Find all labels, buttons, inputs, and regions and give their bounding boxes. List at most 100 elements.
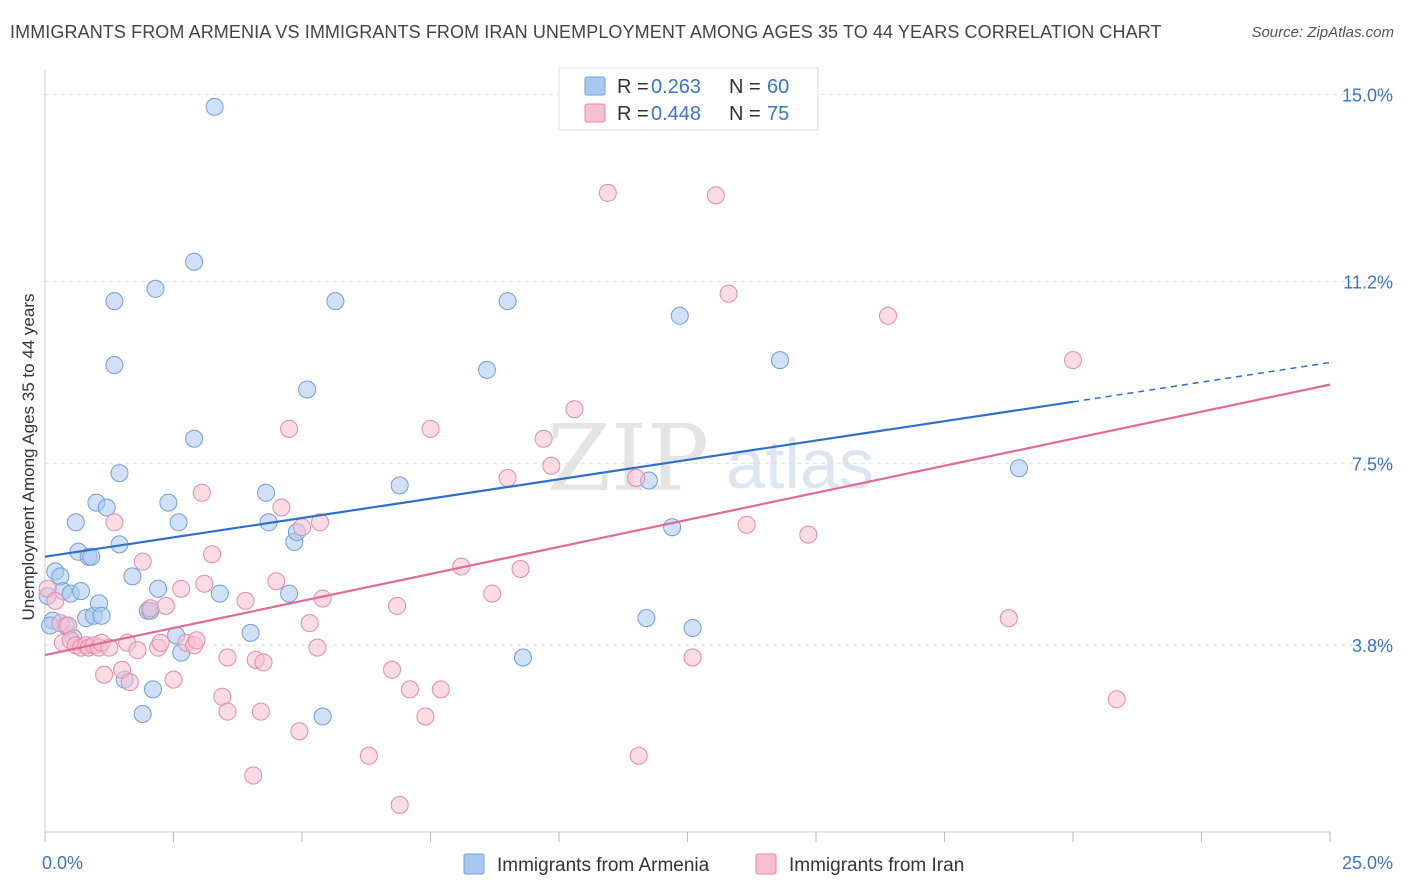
point-iran (498, 469, 517, 487)
point-iran (203, 545, 222, 564)
point-armenia (313, 707, 332, 726)
point-iran (156, 596, 175, 615)
point-armenia (105, 292, 124, 311)
point-armenia (326, 292, 345, 311)
point-iran (133, 552, 152, 571)
point-iran (192, 483, 211, 502)
legend-r-value-iran: 0.448 (651, 103, 701, 125)
legend-n-label-armenia: N = (729, 76, 761, 98)
point-iran (46, 591, 65, 610)
trend-line-armenia (44, 400, 1074, 558)
point-iran (272, 498, 291, 517)
watermark-atlas: atlas (726, 425, 874, 503)
point-armenia (1010, 459, 1028, 478)
point-armenia (72, 582, 90, 601)
point-armenia (185, 429, 204, 448)
point-iran (267, 572, 286, 591)
point-iran (254, 653, 273, 672)
y-tick-label: 11.2% (1343, 272, 1393, 292)
point-armenia (683, 619, 702, 637)
point-iran (172, 579, 191, 598)
y-tick-label: 3.8% (1352, 636, 1393, 656)
point-iran (195, 574, 214, 593)
point-armenia (390, 476, 409, 495)
point-armenia (205, 97, 224, 116)
point-iran (293, 518, 311, 537)
legend-top: R = 0.263 N = 60 R = 0.448 N = 75 (558, 67, 819, 131)
point-iran (383, 660, 401, 679)
point-iran (308, 638, 327, 657)
point-iran (218, 648, 237, 667)
legend-swatch-armenia (584, 76, 606, 96)
legend-bottom: Immigrants from Armenia Immigrants from … (463, 853, 964, 876)
trend-lines (44, 361, 1331, 657)
point-iran (706, 186, 725, 205)
axes: 3.8% 7.5% 11.2% 15.0% 0.0% 25.0% (42, 70, 1393, 873)
bottom-legend-label-iran: Immigrants from Iran (789, 855, 964, 876)
point-armenia (185, 252, 204, 271)
point-armenia (123, 567, 142, 586)
source-label: Source: ZipAtlas.com (1251, 24, 1394, 41)
point-iran (359, 746, 378, 765)
point-armenia (298, 380, 317, 399)
watermark-zip: ZIP (547, 405, 709, 512)
point-armenia (92, 606, 111, 625)
x-tick-label: 0.0% (42, 853, 83, 873)
point-armenia (210, 584, 229, 603)
point-armenia (478, 360, 496, 379)
bottom-legend-swatch-armenia (463, 853, 485, 875)
point-iran (629, 746, 648, 765)
point-armenia (133, 705, 152, 723)
point-armenia (146, 279, 165, 298)
point-iran (128, 641, 147, 660)
legend-swatch-iran (584, 103, 606, 123)
legend-r-label-armenia: R = (617, 76, 649, 98)
point-armenia (51, 567, 70, 586)
point-iran (1107, 690, 1126, 709)
point-iran (187, 631, 206, 650)
y-tick-label: 7.5% (1352, 454, 1393, 474)
point-iran (164, 670, 183, 689)
point-iran (390, 796, 409, 814)
point-iran (218, 702, 237, 721)
legend-r-value-armenia: 0.263 (651, 76, 701, 98)
point-armenia (670, 306, 689, 325)
point-iran (598, 183, 617, 202)
point-iran (683, 648, 702, 667)
point-armenia (637, 609, 656, 628)
point-iran (120, 673, 139, 692)
point-iran (565, 400, 584, 419)
point-iran (719, 284, 738, 303)
point-iran (290, 722, 309, 741)
point-armenia (159, 493, 178, 512)
point-iran (280, 419, 299, 438)
point-iran (141, 599, 160, 618)
point-armenia (97, 498, 116, 517)
point-iran (95, 665, 114, 684)
point-iran (483, 584, 502, 603)
point-iran (244, 766, 263, 785)
chart-title: IMMIGRANTS FROM ARMENIA VS IMMIGRANTS FR… (10, 22, 1162, 42)
point-armenia (143, 680, 162, 699)
legend-n-value-iran: 75 (767, 103, 789, 125)
point-iran (300, 614, 319, 633)
point-armenia (169, 513, 188, 532)
point-armenia (105, 356, 124, 374)
point-armenia (280, 584, 299, 603)
point-armenia (514, 648, 532, 667)
point-iran (534, 429, 553, 448)
point-iran (879, 306, 897, 325)
data-points (38, 97, 1126, 814)
point-armenia (498, 292, 517, 311)
legend-n-value-armenia: 60 (767, 76, 789, 98)
point-iran (799, 525, 818, 544)
point-iran (236, 591, 255, 610)
point-iran (59, 616, 78, 635)
bottom-legend-label-armenia: Immigrants from Armenia (497, 855, 710, 876)
point-iran (251, 702, 270, 721)
point-iran (999, 609, 1018, 628)
point-armenia (241, 623, 260, 642)
trend-line-armenia-extension (1072, 361, 1331, 403)
trend-line-iran (44, 383, 1331, 657)
